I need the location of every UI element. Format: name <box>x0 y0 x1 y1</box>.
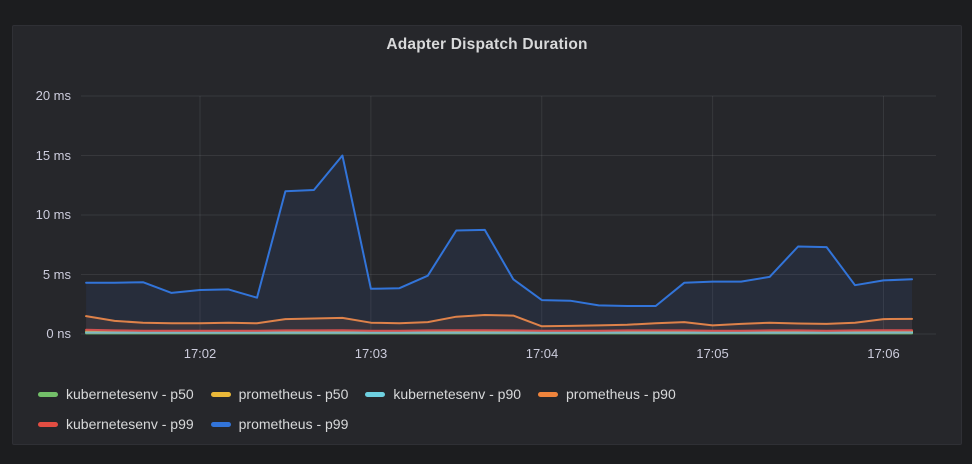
panel-adapter-dispatch-duration: Adapter Dispatch Duration 20 ms 15 ms 10… <box>12 25 962 445</box>
legend-label: kubernetesenv - p99 <box>66 416 194 432</box>
legend-swatch-icon <box>210 391 231 397</box>
x-axis-tick-1703: 17:03 <box>354 346 388 361</box>
legend-label: prometheus - p99 <box>238 416 349 432</box>
legend-swatch-icon <box>210 421 231 427</box>
legend-item-prometheus-p50[interactable]: prometheus - p50 <box>210 385 349 403</box>
legend-item-kubernetesenv-p50[interactable]: kubernetesenv - p50 <box>38 385 194 403</box>
y-axis-tick-15ms: 15 ms <box>35 147 71 163</box>
x-axis-tick-1702: 17:02 <box>183 346 217 361</box>
y-axis-tick-5ms: 5 ms <box>42 266 71 282</box>
legend-item-prometheus-p99[interactable]: prometheus - p99 <box>210 415 349 433</box>
series-line-prometheus-p90 <box>85 314 913 328</box>
chart-legend: kubernetesenv - p50 prometheus - p50 kub… <box>38 385 953 445</box>
legend-label: kubernetesenv - p90 <box>393 386 522 402</box>
legend-swatch-icon <box>38 421 58 427</box>
y-axis-tick-0ns: 0 ns <box>46 326 71 341</box>
y-axis-tick-20ms: 20 ms <box>35 88 71 103</box>
legend-item-kubernetesenv-p99[interactable]: kubernetesenv - p99 <box>38 415 194 433</box>
x-axis-tick-1704: 17:04 <box>525 346 559 361</box>
series-line-prometheus-p99 <box>85 154 913 307</box>
time-series-chart[interactable] <box>13 26 963 446</box>
legend-row-2: kubernetesenv - p99 prometheus - p99 <box>38 415 953 433</box>
legend-row-1: kubernetesenv - p50 prometheus - p50 kub… <box>38 385 953 403</box>
legend-swatch-icon <box>38 391 58 397</box>
legend-swatch-icon <box>538 391 559 397</box>
legend-item-kubernetesenv-p90[interactable]: kubernetesenv - p90 <box>365 385 521 403</box>
panel-title[interactable]: Adapter Dispatch Duration <box>386 36 588 53</box>
legend-label: prometheus - p50 <box>238 386 349 402</box>
legend-item-prometheus-p90[interactable]: prometheus - p90 <box>538 385 676 403</box>
x-axis-tick-1705: 17:05 <box>696 346 729 361</box>
legend-label: kubernetesenv - p50 <box>66 386 194 402</box>
y-axis-tick-10ms: 10 ms <box>35 207 71 222</box>
legend-swatch-icon <box>365 391 386 397</box>
series-fill-prometheus-p99 <box>86 155 913 334</box>
series-line-kubernetesenv-p99 <box>85 328 913 332</box>
legend-label: prometheus - p90 <box>566 386 676 402</box>
x-axis-tick-1706: 17:06 <box>867 346 900 361</box>
